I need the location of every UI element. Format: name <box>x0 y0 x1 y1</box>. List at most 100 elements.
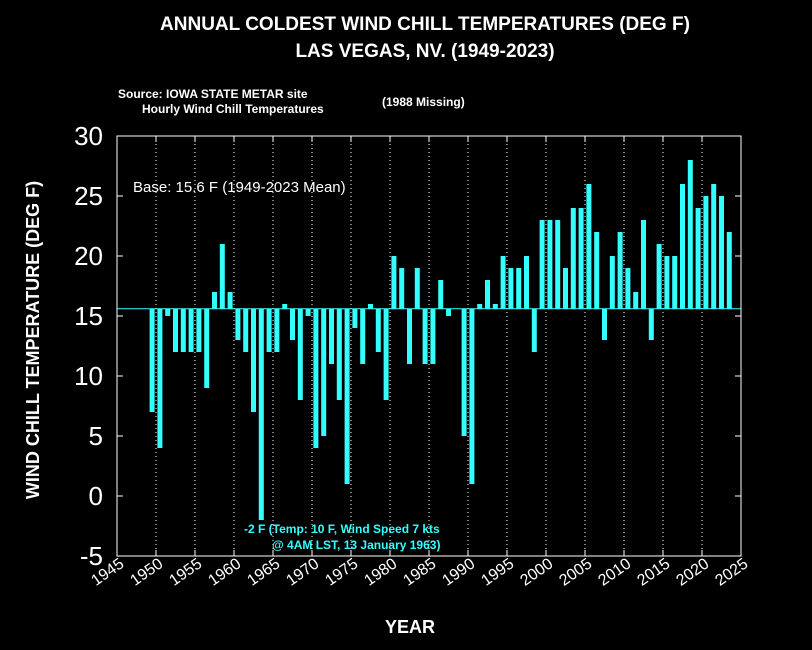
chart-title-line-2: LAS VEGAS, NV. (1949-2023) <box>295 41 554 62</box>
source-line-1: Source: IOWA STATE METAR site <box>118 87 308 101</box>
bar-2014 <box>656 244 662 309</box>
bar-2017 <box>680 184 685 309</box>
x-tick-label: 1990 <box>439 555 478 589</box>
bar-1977 <box>368 304 373 309</box>
bar-1985 <box>430 308 436 364</box>
bar-1967 <box>290 308 295 340</box>
bar-1961 <box>243 308 249 352</box>
bar-1997 <box>524 256 529 309</box>
bar-2015 <box>664 256 670 309</box>
bar-1979 <box>383 308 389 400</box>
bar-2000 <box>547 220 553 309</box>
bar-1968 <box>297 308 303 400</box>
bar-1981 <box>399 268 405 309</box>
bar-1974 <box>344 308 350 484</box>
bar-1952 <box>173 308 178 352</box>
bar-1998 <box>531 308 537 352</box>
bar-1989 <box>461 308 467 436</box>
x-tick-label: 1960 <box>205 555 244 589</box>
bar-1966 <box>282 304 288 309</box>
bar-2009 <box>617 232 623 309</box>
bar-1994 <box>500 256 506 309</box>
annotation-line-1: -2 F (Temp: 10 F, Wind Speed 7 kts <box>244 522 440 536</box>
bar-1971 <box>321 308 327 436</box>
bar-1982 <box>407 308 412 364</box>
x-tick-label: 2025 <box>712 555 751 589</box>
bar-1949 <box>149 308 155 412</box>
bar-1969 <box>305 308 311 316</box>
bar-1970 <box>313 308 319 448</box>
y-tick-label: 5 <box>89 421 103 451</box>
bar-1999 <box>539 220 545 309</box>
bar-1991 <box>477 304 483 309</box>
bar-2020 <box>703 196 709 309</box>
bar-1963 <box>258 308 264 520</box>
y-tick-label: 25 <box>74 181 103 211</box>
annotation-line-2: @ 4AM LST, 13 January 1963) <box>272 538 440 552</box>
bar-2005 <box>586 184 592 309</box>
bar-1956 <box>204 308 210 388</box>
bar-1978 <box>375 308 381 352</box>
x-tick-label: 1955 <box>166 555 205 589</box>
bar-1986 <box>438 280 444 309</box>
bar-2002 <box>563 268 568 309</box>
x-tick-label: 1970 <box>283 555 322 589</box>
x-tick-label: 1995 <box>478 555 517 589</box>
y-tick-label: 0 <box>89 481 103 511</box>
source-line-2: Hourly Wind Chill Temperatures <box>142 102 324 116</box>
bar-1996 <box>516 268 522 309</box>
bar-2013 <box>648 308 654 340</box>
bar-2012 <box>641 220 646 309</box>
y-tick-label: 20 <box>74 241 103 271</box>
bar-2019 <box>695 208 701 309</box>
y-axis-label: WIND CHILL TEMPERATURE (DEG F) <box>23 181 43 499</box>
bar-2008 <box>609 256 615 309</box>
bar-1975 <box>352 308 358 328</box>
x-tick-label: 2020 <box>673 555 712 589</box>
x-tick-label: 1985 <box>400 555 439 589</box>
x-tick-label: 2000 <box>517 555 556 589</box>
bar-1950 <box>157 308 163 448</box>
chart-title-line-1: ANNUAL COLDEST WIND CHILL TEMPERATURES (… <box>160 14 690 35</box>
y-tick-label: 30 <box>74 121 103 151</box>
bar-2006 <box>594 232 600 309</box>
y-tick-label: -5 <box>80 541 103 571</box>
y-tick-label: 10 <box>74 361 103 391</box>
bar-1959 <box>227 292 233 309</box>
x-tick-label: 1965 <box>244 555 283 589</box>
bar-1958 <box>219 244 225 309</box>
bar-1984 <box>422 308 428 364</box>
bar-2018 <box>687 160 693 309</box>
y-tick-label: 15 <box>74 301 103 331</box>
bar-2021 <box>711 184 717 309</box>
bar-1980 <box>391 256 397 309</box>
bar-1965 <box>274 308 280 352</box>
bar-2010 <box>625 268 631 309</box>
bar-2022 <box>719 196 724 309</box>
bar-2011 <box>633 292 639 309</box>
bar-1992 <box>485 280 490 309</box>
bar-2003 <box>570 208 576 309</box>
bar-1962 <box>251 308 256 412</box>
bar-1955 <box>196 308 202 352</box>
x-tick-label: 1980 <box>361 555 400 589</box>
bar-2016 <box>672 256 678 309</box>
bar-1964 <box>266 308 272 352</box>
bar-2023 <box>726 232 732 309</box>
bar-2004 <box>578 208 584 309</box>
bar-1954 <box>188 308 194 352</box>
bar-1995 <box>508 268 514 309</box>
x-tick-label: 2005 <box>556 555 595 589</box>
missing-note: (1988 Missing) <box>382 95 465 109</box>
bar-2001 <box>555 220 561 309</box>
bar-1973 <box>336 308 342 400</box>
x-tick-label: 2010 <box>595 555 634 589</box>
bar-1960 <box>235 308 241 340</box>
bar-1951 <box>165 308 171 316</box>
x-tick-label: 1950 <box>127 555 166 589</box>
bar-1983 <box>414 268 420 309</box>
bar-1953 <box>180 308 186 352</box>
bar-1990 <box>469 308 475 484</box>
bar-1976 <box>360 308 366 364</box>
